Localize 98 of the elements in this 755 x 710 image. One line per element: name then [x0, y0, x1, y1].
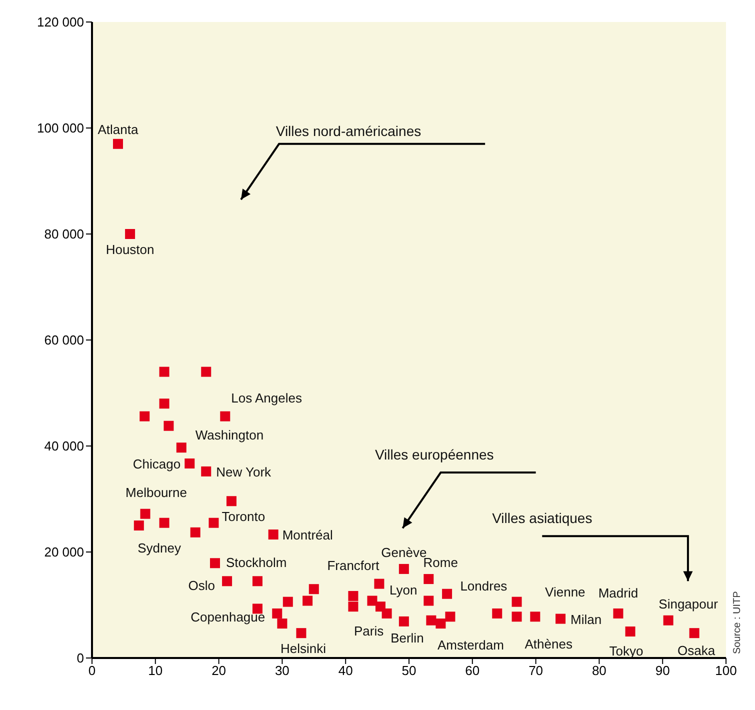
point — [689, 628, 700, 638]
y-tick-label: 120 000 — [37, 14, 84, 30]
point — [374, 578, 384, 589]
point — [190, 527, 200, 538]
data-label: Sydney — [138, 540, 182, 556]
point — [125, 229, 136, 239]
annotation: Villes asiatiques — [492, 510, 592, 526]
data-label: Vienne — [545, 584, 586, 600]
point — [210, 558, 220, 568]
point — [530, 612, 540, 622]
y-tick-label: 40 000 — [44, 438, 84, 454]
point — [426, 615, 436, 626]
point — [663, 615, 674, 626]
point — [272, 608, 282, 618]
point — [296, 628, 306, 638]
point — [220, 411, 230, 422]
point — [201, 366, 212, 377]
point — [176, 442, 186, 453]
point — [208, 518, 219, 528]
y-tick-label: 80 000 — [44, 226, 84, 242]
x-tick-label: 70 — [528, 663, 544, 678]
point — [556, 614, 566, 624]
x-tick-label: 0 — [88, 663, 96, 678]
x-tick-label: 10 — [148, 663, 163, 678]
point — [398, 564, 409, 574]
data-label: Madrid — [598, 585, 638, 600]
point — [445, 612, 456, 622]
point — [613, 608, 624, 618]
point — [398, 616, 409, 626]
x-tick-label: 40 — [338, 663, 353, 678]
data-label: Montréal — [282, 528, 334, 543]
data-label: Houston — [106, 242, 154, 257]
point — [184, 458, 195, 468]
point — [512, 612, 522, 622]
point — [348, 590, 358, 601]
point — [252, 576, 262, 586]
point — [140, 411, 150, 422]
data-label: Athènes — [524, 636, 573, 652]
point — [222, 576, 232, 586]
data-label: Chicago — [132, 456, 181, 472]
data-label: Tokyo — [609, 644, 644, 658]
data-label: New York — [216, 464, 272, 480]
data-label: Singapour — [658, 596, 719, 612]
data-label: Stockholm — [226, 555, 287, 570]
data-label: Berlin — [390, 630, 424, 646]
annotation: Villes européennes — [374, 446, 494, 462]
data-label: Londres — [460, 578, 508, 594]
point — [302, 596, 313, 606]
point — [348, 602, 358, 612]
data-label: Washington — [195, 428, 264, 443]
data-label: Amsterdam — [437, 638, 504, 653]
x-tick-label: 60 — [465, 663, 480, 678]
point — [159, 366, 170, 377]
source-note: Source : UITP — [732, 590, 743, 654]
point — [424, 596, 434, 606]
data-label: Oslo — [188, 578, 216, 594]
data-label: Helsinki — [280, 641, 326, 656]
point — [367, 596, 378, 606]
data-label: Toronto — [222, 508, 266, 524]
data-label: Los Angeles — [231, 390, 302, 406]
point — [159, 518, 170, 528]
point — [112, 138, 123, 149]
data-label: Osaka — [678, 643, 716, 658]
x-tick-label: 30 — [274, 663, 290, 678]
point — [492, 608, 502, 618]
data-label: Melbourne — [126, 484, 187, 500]
data-label: Francfort — [327, 558, 380, 573]
point — [268, 530, 278, 540]
data-label: Lyon — [389, 582, 418, 598]
point — [512, 596, 522, 607]
point — [201, 466, 212, 476]
point — [140, 508, 150, 519]
y-tick-label: 0 — [76, 650, 84, 666]
point — [226, 496, 236, 506]
x-tick-label: 100 — [715, 663, 737, 678]
point — [625, 626, 636, 636]
point — [424, 574, 434, 584]
point — [134, 520, 144, 530]
data-label: Atlanta — [98, 122, 139, 137]
data-label: Copenhague — [190, 609, 266, 624]
y-tick-label: 100 000 — [37, 120, 84, 136]
x-tick-label: 20 — [212, 663, 226, 678]
point — [436, 618, 446, 629]
point — [382, 608, 392, 618]
x-tick-label: 80 — [592, 663, 606, 678]
x-tick-label: 50 — [402, 663, 416, 678]
point — [308, 584, 319, 594]
point — [164, 420, 174, 431]
data-label: Milan — [570, 612, 602, 627]
y-tick-label: 20 000 — [44, 544, 84, 560]
point — [282, 596, 293, 607]
point — [159, 398, 170, 409]
data-label: Paris — [354, 623, 384, 638]
point — [442, 588, 452, 599]
point — [277, 618, 288, 629]
x-tick-label: 90 — [655, 663, 670, 678]
annotation: Villes nord-américaines — [276, 122, 422, 139]
y-tick-label: 60 000 — [44, 332, 84, 348]
